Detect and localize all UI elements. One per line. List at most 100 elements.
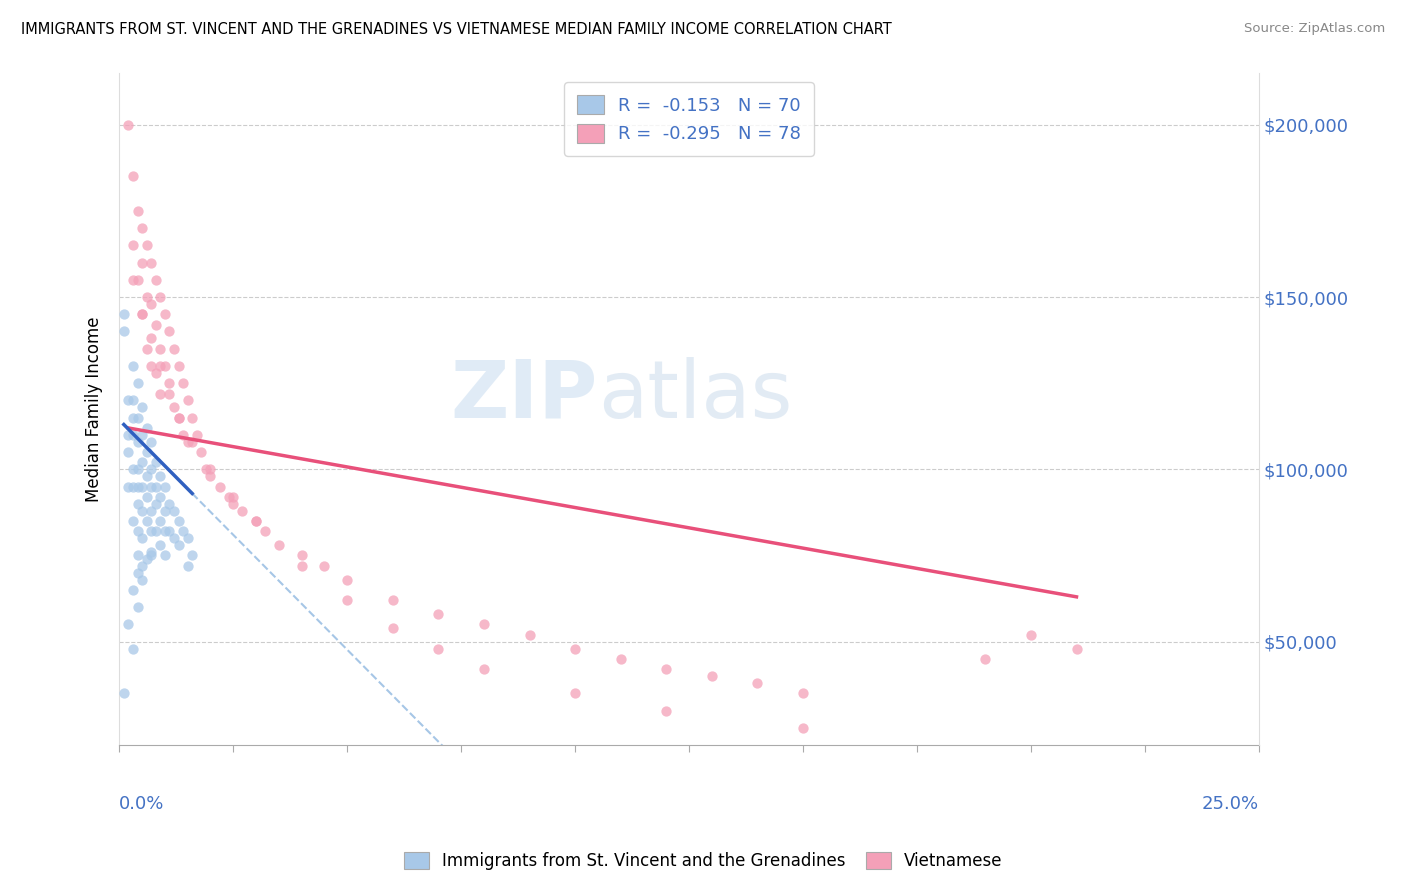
Point xyxy=(176,393,198,408)
Point xyxy=(291,558,314,573)
Point xyxy=(149,514,172,528)
Point xyxy=(381,621,404,635)
Text: 0.0%: 0.0% xyxy=(120,796,165,814)
Point xyxy=(1019,628,1042,642)
Point xyxy=(149,342,172,356)
Point xyxy=(153,524,176,539)
Point xyxy=(564,641,586,656)
Point xyxy=(200,462,222,476)
Point xyxy=(245,514,267,528)
Point xyxy=(117,428,139,442)
Point xyxy=(141,255,163,269)
Point xyxy=(149,469,172,483)
Point xyxy=(135,514,157,528)
Point xyxy=(122,359,145,373)
Point xyxy=(127,524,149,539)
Point xyxy=(122,169,145,184)
Point xyxy=(472,617,495,632)
Point xyxy=(163,401,186,415)
Point xyxy=(149,538,172,552)
Point xyxy=(157,497,180,511)
Point xyxy=(254,524,277,539)
Point xyxy=(131,504,153,518)
Point xyxy=(176,558,198,573)
Point xyxy=(141,504,163,518)
Point xyxy=(131,255,153,269)
Legend: Immigrants from St. Vincent and the Grenadines, Vietnamese: Immigrants from St. Vincent and the Gren… xyxy=(396,845,1010,877)
Point xyxy=(1066,641,1088,656)
Point xyxy=(122,238,145,252)
Point xyxy=(519,628,541,642)
Point xyxy=(135,342,157,356)
Point xyxy=(208,479,231,493)
Point xyxy=(112,325,135,339)
Point xyxy=(127,376,149,391)
Point xyxy=(167,359,190,373)
Point xyxy=(472,662,495,676)
Point xyxy=(131,558,153,573)
Text: 25.0%: 25.0% xyxy=(1202,796,1258,814)
Point xyxy=(127,434,149,449)
Point xyxy=(135,552,157,566)
Point xyxy=(149,359,172,373)
Point xyxy=(117,393,139,408)
Point xyxy=(153,549,176,563)
Point xyxy=(974,652,997,666)
Point xyxy=(176,531,198,545)
Point xyxy=(131,531,153,545)
Point xyxy=(190,445,212,459)
Point xyxy=(127,410,149,425)
Point xyxy=(122,462,145,476)
Point xyxy=(135,421,157,435)
Point xyxy=(145,497,167,511)
Point xyxy=(222,497,245,511)
Point xyxy=(141,462,163,476)
Point xyxy=(176,434,198,449)
Point xyxy=(135,445,157,459)
Point xyxy=(336,573,359,587)
Point xyxy=(153,307,176,321)
Point xyxy=(167,410,190,425)
Point xyxy=(427,607,450,621)
Point xyxy=(135,290,157,304)
Point xyxy=(167,410,190,425)
Point xyxy=(655,662,678,676)
Point xyxy=(200,469,222,483)
Point xyxy=(792,686,814,700)
Point xyxy=(231,504,253,518)
Point xyxy=(186,428,208,442)
Point xyxy=(167,514,190,528)
Point xyxy=(245,514,267,528)
Point xyxy=(141,545,163,559)
Point xyxy=(153,359,176,373)
Point xyxy=(181,549,204,563)
Point xyxy=(157,524,180,539)
Text: atlas: atlas xyxy=(598,357,792,434)
Point xyxy=(127,600,149,615)
Point xyxy=(427,641,450,656)
Point xyxy=(145,273,167,287)
Point xyxy=(141,549,163,563)
Point xyxy=(122,479,145,493)
Point xyxy=(117,617,139,632)
Point xyxy=(172,376,194,391)
Point xyxy=(145,455,167,469)
Y-axis label: Median Family Income: Median Family Income xyxy=(86,317,103,502)
Point xyxy=(181,410,204,425)
Point xyxy=(291,549,314,563)
Point xyxy=(127,462,149,476)
Point xyxy=(127,203,149,218)
Point xyxy=(167,538,190,552)
Point xyxy=(700,669,723,683)
Point xyxy=(131,573,153,587)
Point xyxy=(135,469,157,483)
Point xyxy=(141,524,163,539)
Point xyxy=(157,376,180,391)
Point xyxy=(117,479,139,493)
Point xyxy=(135,238,157,252)
Point xyxy=(141,331,163,345)
Point xyxy=(222,490,245,504)
Point xyxy=(145,366,167,380)
Point xyxy=(122,641,145,656)
Point xyxy=(564,686,586,700)
